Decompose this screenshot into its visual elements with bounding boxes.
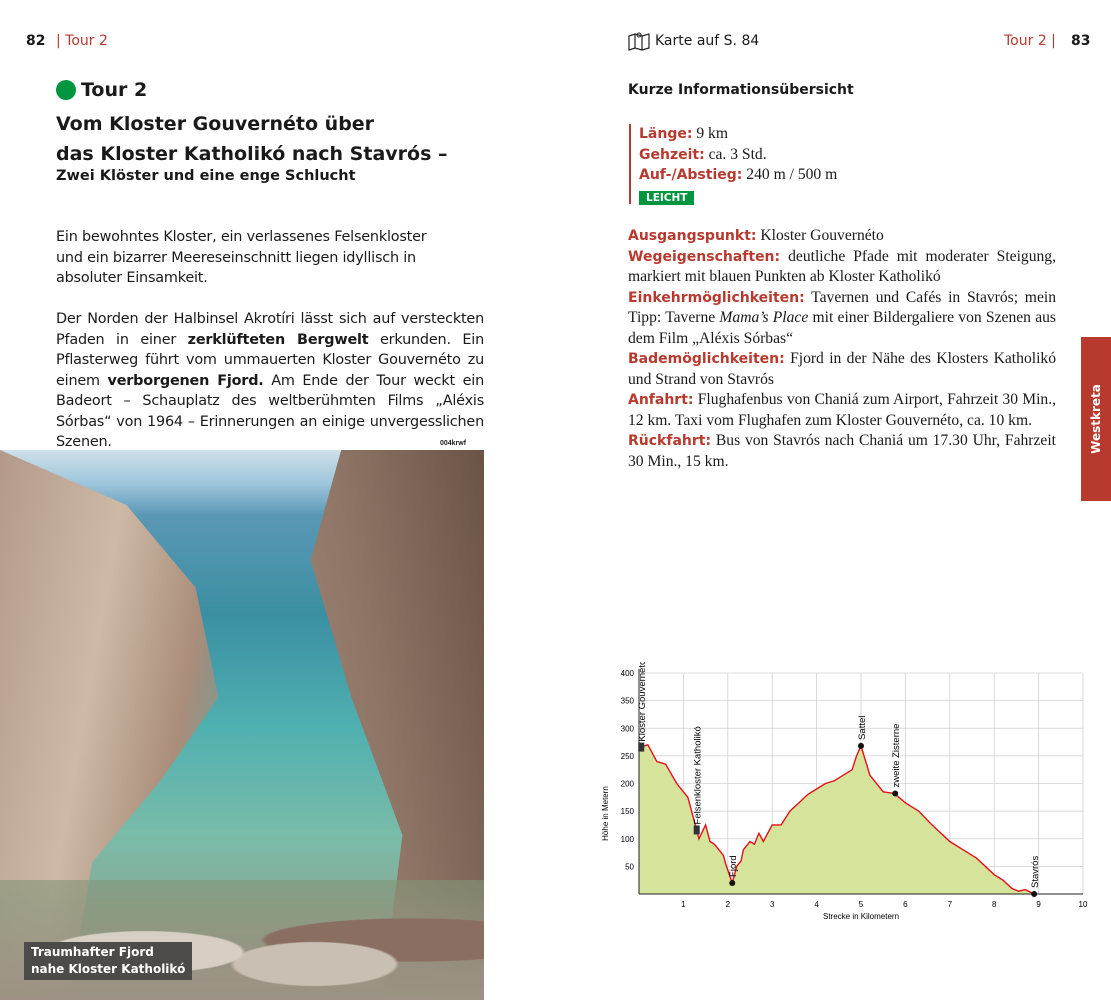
- x-tick-label: 4: [814, 900, 819, 909]
- x-tick-label: 6: [903, 900, 908, 909]
- detail-arrival: Anfahrt: Flughafenbus von Chaniá zum Air…: [628, 390, 1056, 431]
- photo-caption: Traumhafter Fjord nahe Kloster Katholikó: [24, 942, 193, 980]
- body-text: Der Norden der Halbinsel Akrotíri lässt …: [56, 311, 484, 348]
- detail-value: Fjord in der Nähe des Klosters Katholikó…: [628, 350, 1056, 388]
- fact-label: Gehzeit:: [639, 146, 705, 163]
- intro-line: und ein bizarrer Meereseinschnitt liegen…: [56, 249, 416, 266]
- x-tick-label: 7: [948, 900, 953, 909]
- elevation-area: [639, 744, 1035, 894]
- fact-value: ca. 3 Std.: [704, 145, 767, 163]
- intro-paragraph: Ein bewohntes Kloster, ein verlassenes F…: [56, 227, 486, 289]
- page-title: Vom Kloster Gouvernéto über das Kloster …: [56, 109, 448, 169]
- caption-line: nahe Kloster Katholikó: [31, 962, 186, 976]
- title-line: das Kloster Katholikó nach Stavrós –: [56, 143, 448, 165]
- detail-italic: Mama’s Place: [719, 309, 809, 326]
- body-bold: zerklüfteten Bergwelt: [187, 331, 369, 348]
- title-line: Vom Kloster Gouvernéto über: [56, 113, 375, 135]
- body-paragraph: Der Norden der Halbinsel Akrotíri lässt …: [56, 309, 484, 453]
- monastery-icon: [638, 742, 645, 752]
- detail-swim: Bademöglichkeiten: Fjord in der Nähe des…: [628, 349, 1056, 390]
- photo-credit: 004krwf: [440, 440, 467, 447]
- y-tick-label: 200: [621, 780, 635, 789]
- waypoint-dot: [1031, 891, 1038, 897]
- intro-line: Ein bewohntes Kloster, ein verlassenes F…: [56, 229, 427, 245]
- caption-line: Traumhafter Fjord: [31, 945, 154, 959]
- difficulty-badge: LEICHT: [639, 190, 695, 205]
- body-text: erkunden. Ein Pflasterweg führt vom umma…: [56, 331, 484, 389]
- fact-label: Länge:: [639, 126, 693, 142]
- detail-label: Rückfahrt:: [628, 433, 712, 449]
- tour-dot-icon: [56, 80, 76, 100]
- intro-line: absoluter Einsamkeit.: [56, 270, 208, 286]
- side-tab-westkreta[interactable]: Westkreta: [1081, 337, 1111, 501]
- y-axis-label: Höhe in Metern: [601, 786, 610, 841]
- y-tick-label: 350: [621, 697, 635, 706]
- fact-value: 9 km: [692, 125, 728, 142]
- map-ref-text: Karte auf S. 84: [655, 33, 760, 49]
- facts-box: Länge: 9 km Gehzeit: ca. 3 Std. Auf-/Abs…: [629, 124, 837, 205]
- detail-food: Einkehrmöglichkeiten: Tavernen und Cafés…: [628, 288, 1056, 350]
- detail-start: Ausgangspunkt: Kloster Gouvernéto: [628, 226, 1056, 247]
- side-tab-label: Westkreta: [1089, 384, 1104, 454]
- running-head-right: Tour 2 |: [1004, 33, 1056, 49]
- running-head-left: | Tour 2: [56, 33, 108, 49]
- x-tick-label: 8: [992, 900, 997, 909]
- fjord-photo: Traumhafter Fjord nahe Kloster Katholikó: [0, 450, 484, 1000]
- waypoint-label: Fjord: [728, 855, 739, 877]
- detail-trail: Wegeigenschaften: deutliche Pfade mit mo…: [628, 247, 1056, 288]
- fact-length: Länge: 9 km: [639, 124, 837, 145]
- map-reference[interactable]: Karte auf S. 84: [628, 31, 759, 51]
- y-tick-label: 400: [621, 669, 635, 678]
- detail-label: Einkehrmöglichkeiten:: [628, 289, 805, 306]
- tour-label-text: Tour 2: [81, 79, 148, 101]
- waypoint-dot: [892, 790, 899, 797]
- detail-value: Tavernen und Cafés in Stavrós; mein Tipp…: [628, 288, 1056, 327]
- fact-duration: Gehzeit: ca. 3 Std.: [639, 145, 837, 166]
- y-tick-label: 150: [621, 807, 635, 816]
- detail-return: Rückfahrt: Bus von Stavrós nach Chaniá u…: [628, 431, 1056, 472]
- fact-label: Auf-/Abstieg:: [639, 167, 743, 183]
- section-title: Kurze Informationsübersicht: [628, 82, 854, 98]
- body-text: Am Ende der Tour weckt ein Badeort – Sch…: [56, 372, 485, 451]
- detail-value: deutliche Pfade mit moderater Steigung, …: [628, 247, 1056, 286]
- elevation-profile-chart: 50 100 150 200 250 300 350 400 1 2 3 4 5 6 7 8 9 10 Streck…: [601, 662, 1088, 921]
- fact-value: 240 m / 500 m: [742, 166, 838, 183]
- waypoint-label: zweite Zisterne: [891, 724, 902, 788]
- detail-label: Wegeigenschaften:: [628, 248, 781, 265]
- details-list: Ausgangspunkt: Kloster Gouvernéto Wegeig…: [628, 226, 1056, 472]
- y-tick-label: 100: [621, 835, 635, 844]
- map-icon: [628, 32, 650, 51]
- detail-value: mit einer Bildergaliere von Szenen aus d…: [628, 309, 1056, 347]
- waypoint-label: Felsenkloster Katholikó: [693, 726, 704, 824]
- page-number-right: 83: [1071, 33, 1091, 49]
- detail-value: Bus von Stavrós nach Chaniá um 17.30 Uhr…: [628, 432, 1056, 470]
- y-tick-label: 300: [621, 724, 635, 733]
- x-tick-label: 10: [1079, 900, 1088, 909]
- waypoint-label: Kloster Gouvernéto: [637, 662, 648, 742]
- x-tick-label: 5: [859, 900, 864, 909]
- y-tick-label: 250: [621, 752, 635, 761]
- detail-label: Bademöglichkeiten:: [628, 351, 785, 367]
- detail-label: Anfahrt:: [628, 392, 694, 408]
- waypoint-dot: [858, 742, 864, 749]
- x-tick-label: 2: [726, 900, 731, 909]
- waypoint-dot: [729, 879, 736, 886]
- monastery-icon: [693, 825, 700, 835]
- detail-value: Kloster Gouvernéto: [756, 227, 884, 244]
- subtitle: Zwei Klöster und eine enge Schlucht: [56, 168, 356, 184]
- x-axis-label: Strecke in Kilometern: [823, 912, 899, 921]
- x-tick-label: 3: [770, 900, 775, 909]
- fact-elevation: Auf-/Abstieg: 240 m / 500 m: [639, 165, 837, 186]
- waypoint-label: Stavrós: [1030, 856, 1041, 888]
- body-bold: verborgenen Fjord.: [107, 372, 264, 389]
- detail-value: Flughafenbus von Chaniá zum Airport, Fah…: [628, 391, 1056, 429]
- tour-label: Tour 2: [56, 79, 147, 101]
- waypoint-label: Sattel: [857, 716, 868, 740]
- page-number-left: 82: [26, 33, 46, 49]
- y-tick-label: 50: [625, 862, 634, 871]
- x-tick-label: 1: [681, 900, 686, 909]
- detail-label: Ausgangspunkt:: [628, 228, 757, 244]
- x-tick-label: 9: [1036, 900, 1041, 909]
